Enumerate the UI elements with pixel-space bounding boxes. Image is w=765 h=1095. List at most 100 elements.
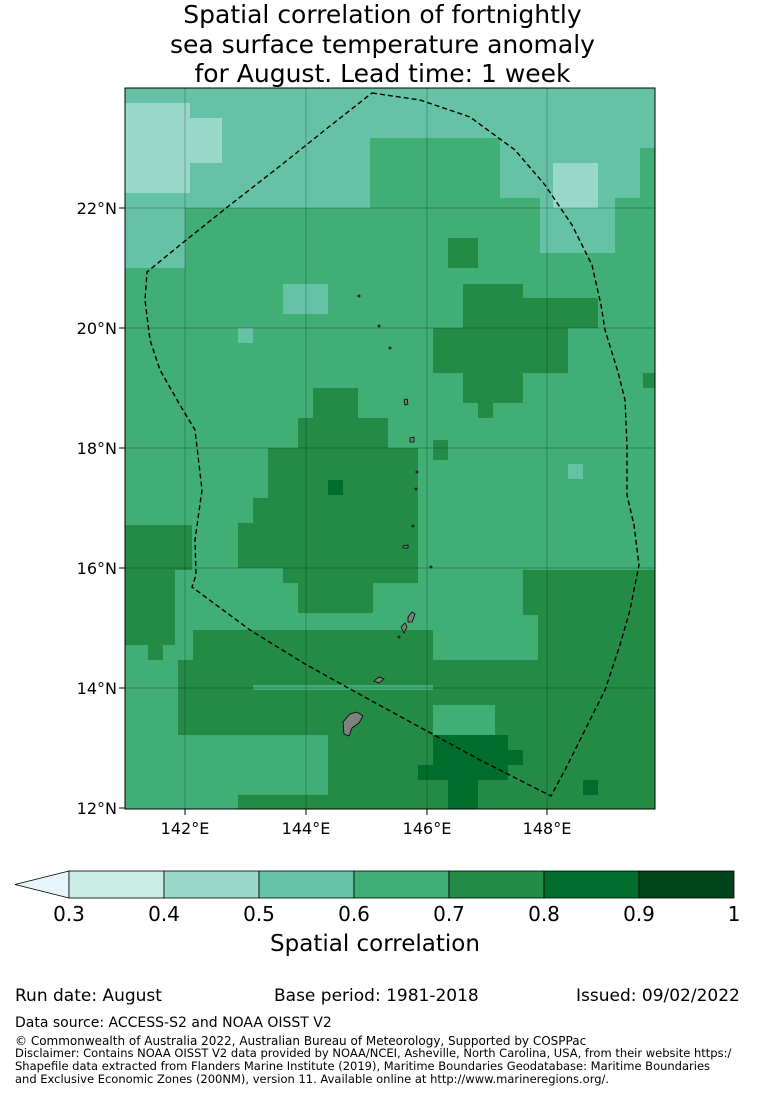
lat-tick-label: 22°N xyxy=(77,199,117,218)
lon-tick: 146°E xyxy=(403,809,452,838)
data-source: Data source: ACCESS-S2 and NOAA OISST V2 xyxy=(15,1015,332,1031)
correlation-cell xyxy=(568,464,583,479)
eez-boundary xyxy=(144,92,640,797)
lat-tick: 14°N xyxy=(77,679,125,698)
island-anatahan xyxy=(402,544,409,549)
lat-tick-label: 14°N xyxy=(77,679,117,698)
islet-5 xyxy=(414,487,418,491)
correlation-map: 22°N 20°N 18°N 16°N 14°N 12°N 142°E 144 xyxy=(77,87,656,838)
lat-tick: 18°N xyxy=(77,439,125,458)
disclaimer-line-2: Shapefile data extracted from Flanders M… xyxy=(15,1059,711,1073)
colorbar-segment xyxy=(353,870,450,899)
correlation-cell xyxy=(125,525,192,570)
base-period: Base period: 1981-2018 xyxy=(274,986,479,1006)
map-title: Spatial correlation of fortnightly sea s… xyxy=(0,0,765,89)
colorbar-tick-label: 1 xyxy=(728,902,741,926)
lat-tick-label: 20°N xyxy=(77,319,117,338)
correlation-cell xyxy=(433,328,568,373)
lon-tick-label: 142°E xyxy=(161,819,210,838)
correlation-cell xyxy=(523,570,655,615)
lat-tick-label: 12°N xyxy=(77,799,117,818)
correlation-cell xyxy=(148,645,163,660)
correlation-cell xyxy=(178,660,253,735)
correlation-cell xyxy=(508,750,523,765)
lon-tick-label: 144°E xyxy=(282,819,331,838)
island-sarigan xyxy=(409,436,415,443)
copyright: © Commonwealth of Australia 2022, Austra… xyxy=(15,1034,587,1048)
lon-tick-label: 148°E xyxy=(523,819,572,838)
lon-tick: 148°E xyxy=(523,809,572,838)
islet-8 xyxy=(397,635,401,639)
colorbar-tick-label: 0.7 xyxy=(433,902,465,926)
lat-tick-label: 16°N xyxy=(77,559,117,578)
correlation-cell xyxy=(125,208,185,268)
colorbar-segment xyxy=(543,870,640,899)
correlation-cell xyxy=(125,103,190,193)
correlation-cell xyxy=(190,118,222,163)
colorbar-ticks: 0.3 0.4 0.5 0.6 0.7 0.8 0.9 1 xyxy=(53,902,740,926)
correlation-cell xyxy=(238,328,253,343)
colorbar-segments xyxy=(14,870,735,899)
colorbar-tick-label: 0.6 xyxy=(338,902,370,926)
correlation-cell xyxy=(463,284,523,329)
islet-6 xyxy=(411,524,415,528)
lon-tick: 144°E xyxy=(282,809,331,838)
title-line-2: sea surface temperature anomaly xyxy=(170,29,595,59)
lat-tick-label: 18°N xyxy=(77,439,117,458)
lat-tick: 12°N xyxy=(77,799,125,818)
lon-tick-label: 146°E xyxy=(403,819,452,838)
islet-7 xyxy=(429,565,433,569)
issued-date: Issued: 09/02/2022 xyxy=(576,986,740,1006)
islet-1 xyxy=(357,294,361,298)
colorbar-tick-label: 0.5 xyxy=(243,902,275,926)
correlation-cell xyxy=(328,480,343,495)
title-line-3: for August. Lead time: 1 week xyxy=(194,59,571,88)
lat-tick: 16°N xyxy=(77,559,125,578)
correlation-cell xyxy=(283,284,328,314)
title-line-1: Spatial correlation of fortnightly xyxy=(183,0,582,29)
correlation-cell xyxy=(643,373,655,388)
islet-3 xyxy=(388,346,392,350)
correlation-cell xyxy=(500,88,655,148)
correlation-cell xyxy=(538,615,655,660)
island-alamagan xyxy=(403,398,409,406)
islet-4 xyxy=(415,470,419,474)
island-saipan xyxy=(407,611,416,623)
correlation-cell xyxy=(448,780,478,809)
colorbar-tick-label: 0.8 xyxy=(528,902,560,926)
correlation-cell xyxy=(553,163,598,208)
correlation-cell xyxy=(463,373,523,403)
colorbar-segment xyxy=(163,870,260,899)
island-tinian xyxy=(400,622,408,634)
colorbar-label: Spatial correlation xyxy=(270,931,480,957)
graticule xyxy=(125,88,655,809)
disclaimer-line-3: and Exclusive Economic Zones (200NM), ve… xyxy=(15,1072,610,1086)
correlation-cell xyxy=(283,568,418,583)
correlation-cell xyxy=(418,765,508,780)
correlation-cell xyxy=(298,583,373,613)
colorbar-tick-label: 0.9 xyxy=(623,902,655,926)
islet-2 xyxy=(377,324,381,328)
colorbar-tick-label: 0.4 xyxy=(148,902,180,926)
lon-tick: 142°E xyxy=(161,809,210,838)
correlation-cell xyxy=(523,298,598,328)
correlation-cell xyxy=(238,795,328,809)
correlation-cell xyxy=(238,523,418,568)
island-guam xyxy=(342,711,364,737)
correlation-cell xyxy=(478,403,493,418)
colorbar-extend-arrow xyxy=(14,870,70,899)
map-axes: 22°N 20°N 18°N 16°N 14°N 12°N 142°E 144 xyxy=(77,199,572,838)
run-date: Run date: August xyxy=(15,986,162,1006)
islands xyxy=(342,294,433,737)
correlation-cell xyxy=(448,238,478,268)
colorbar-segment xyxy=(68,870,165,899)
colorbar: 0.3 0.4 0.5 0.6 0.7 0.8 0.9 1 xyxy=(14,870,740,926)
disclaimer-line-1: Disclaimer: Contains NOAA OISST V2 data … xyxy=(15,1046,732,1060)
lat-tick: 20°N xyxy=(77,319,125,338)
island-rota xyxy=(373,676,385,684)
correlation-cell xyxy=(125,570,175,645)
correlation-cell xyxy=(433,440,448,460)
colorbar-tick-label: 0.3 xyxy=(53,902,85,926)
lat-tick: 22°N xyxy=(77,199,125,218)
correlation-cells xyxy=(125,88,655,809)
